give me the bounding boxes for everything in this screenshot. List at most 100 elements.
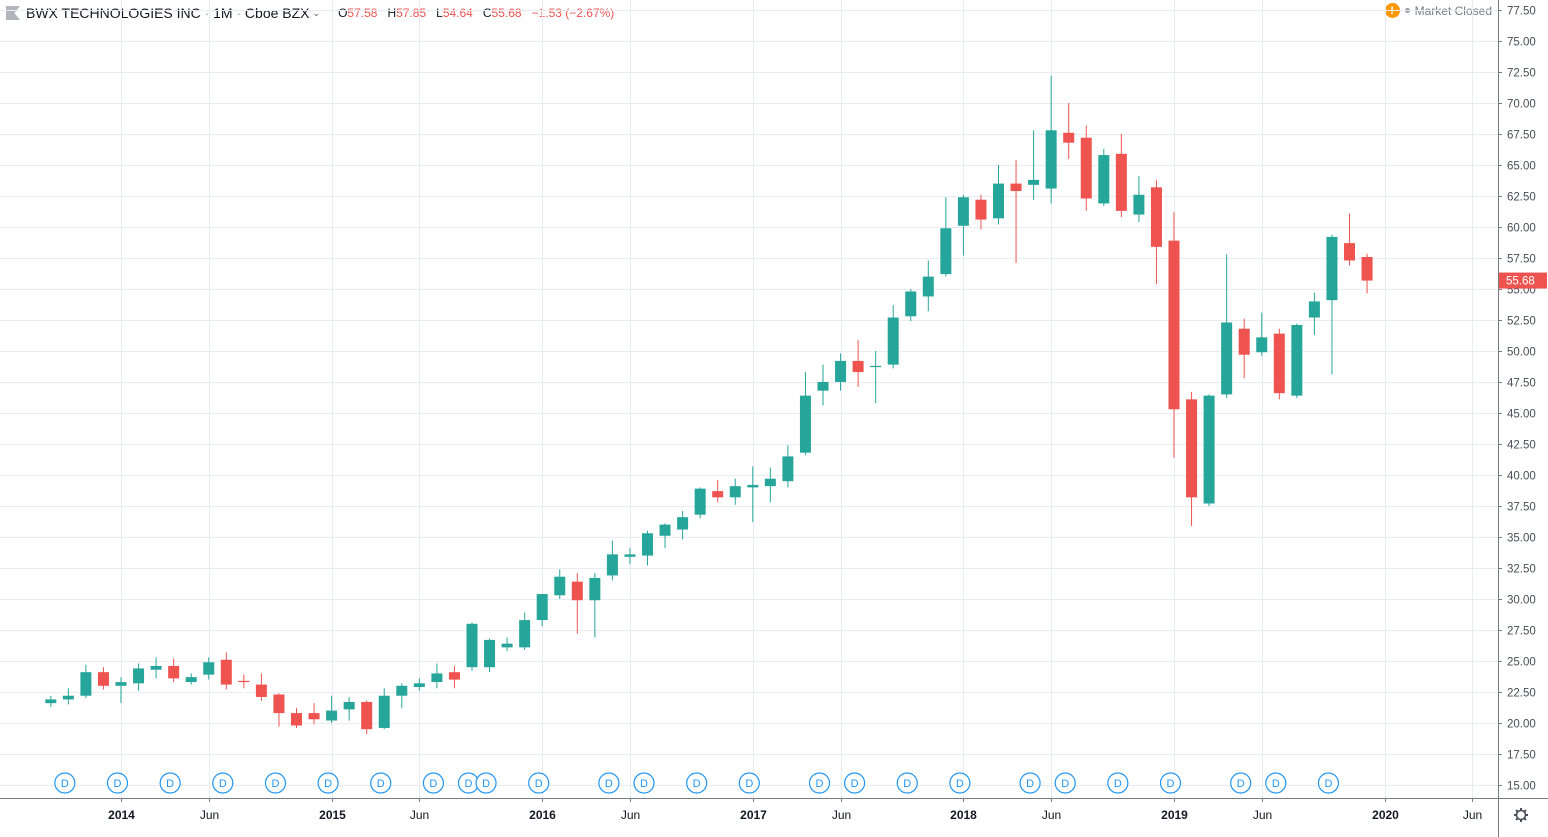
candle-body[interactable] [203,662,215,675]
candle-body[interactable] [1361,257,1373,281]
dividend-event-badge[interactable] [475,772,497,794]
candle-body[interactable] [1291,324,1303,396]
dividend-event-badge[interactable] [54,772,76,794]
dividend-event-label[interactable]: D [816,778,824,790]
dividend-event-label[interactable]: D [465,778,473,790]
dividend-event-badge[interactable] [896,772,918,794]
dividend-event-label[interactable]: D [851,778,859,790]
dividend-event-badge[interactable] [1265,772,1287,794]
dividend-event-badge[interactable] [633,772,655,794]
candle-body[interactable] [238,680,250,683]
candle-body[interactable] [466,623,478,668]
dividend-event-badge[interactable] [528,772,550,794]
candle-body[interactable] [308,713,320,720]
candle-body[interactable] [782,456,794,482]
candle-body[interactable] [1344,243,1355,261]
dividend-event-label[interactable]: D [1026,778,1034,790]
candle-body[interactable] [870,365,882,368]
candle-body[interactable] [957,197,969,226]
dividend-event-badge[interactable] [212,772,234,794]
candle-body[interactable] [747,484,759,488]
candle-body[interactable] [764,478,776,487]
dividend-event-label[interactable]: D [1114,778,1122,790]
dividend-event-label[interactable]: D [219,778,227,790]
candle-body[interactable] [291,713,302,726]
candle-body[interactable] [677,517,689,530]
candle-body[interactable] [799,395,811,453]
dividend-event-badge[interactable] [317,772,339,794]
candle-body[interactable] [642,533,653,556]
dividend-event-label[interactable]: D [271,778,279,790]
dividend-event-label[interactable]: D [903,778,911,790]
dividend-event-label[interactable]: D [429,778,437,790]
dividend-event-badge[interactable] [949,772,971,794]
candle-body[interactable] [1098,155,1110,204]
candle-body[interactable] [1273,333,1285,394]
dividend-event-badge[interactable] [422,772,444,794]
candle-body[interactable] [835,360,847,382]
chevron-down-icon[interactable]: ⌄ [312,7,321,18]
dividend-event-label[interactable]: D [482,778,490,790]
candle-body[interactable] [940,228,952,275]
dividend-event-badge[interactable] [843,772,866,794]
dividend-event-label[interactable]: D [605,778,613,790]
candle-body[interactable] [589,577,601,601]
candle-body[interactable] [343,701,355,710]
dividend-event-label[interactable]: D [324,778,332,790]
candle-body[interactable] [97,672,109,686]
candle-body[interactable] [133,668,145,684]
dividend-event-label[interactable]: D [640,778,648,790]
candle-body[interactable] [185,677,197,683]
dividend-event-badge[interactable] [1107,772,1129,794]
candle-body[interactable] [712,491,724,498]
dividend-event-badge[interactable] [106,772,129,794]
candle-body[interactable] [1045,130,1057,189]
candle-body[interactable] [887,317,899,365]
dividend-event-label[interactable]: D [745,778,753,790]
candle-body[interactable] [80,672,92,696]
candle-body[interactable] [255,684,267,697]
dividend-event-label[interactable]: D [956,778,964,790]
candle-body[interactable] [1326,236,1338,301]
candle-body[interactable] [1238,328,1250,355]
candle-body[interactable] [817,382,829,391]
dividend-event-label[interactable]: D [535,778,543,790]
candle-body[interactable] [624,554,636,557]
candle-body[interactable] [484,639,496,668]
candle-body[interactable] [1133,194,1145,215]
dividend-event-badge[interactable] [159,772,181,794]
dividend-event-badge[interactable] [370,772,392,794]
candle-body[interactable] [1080,137,1092,199]
candle-body[interactable] [150,665,162,670]
candle-body[interactable] [1150,187,1162,247]
dividend-event-badge[interactable] [808,772,831,794]
candle-body[interactable] [1115,153,1127,211]
candle-body[interactable] [448,672,460,680]
candle-body[interactable] [413,683,425,688]
candle-body[interactable] [993,183,1004,219]
candle-body[interactable] [1010,183,1022,192]
candle-body[interactable] [852,360,864,373]
dividend-event-badge[interactable] [598,772,620,794]
candle-body[interactable] [1221,322,1233,395]
candle-body[interactable] [361,701,373,730]
dividend-event-label[interactable]: D [377,778,385,790]
candle-body[interactable] [431,673,443,683]
dividend-event-label[interactable]: D [166,778,174,790]
dividend-event-badge[interactable] [1230,772,1252,794]
dividend-event-label[interactable]: D [693,778,701,790]
dividend-event-badge[interactable] [1317,772,1340,794]
candle-body[interactable] [45,699,57,704]
candle-body[interactable] [554,576,566,596]
candle-body[interactable] [273,694,285,714]
candle-body[interactable] [220,659,232,685]
candle-body[interactable] [536,594,548,621]
dividend-event-badge[interactable] [1159,772,1182,794]
candle-body[interactable] [905,291,917,317]
candle-body[interactable] [1308,301,1320,318]
dividend-event-badge[interactable] [738,772,760,794]
dividend-event-badge[interactable] [1054,772,1076,794]
interval-label[interactable]: 1M [213,5,233,21]
candle-body[interactable] [729,486,741,498]
candle-body[interactable] [62,695,74,700]
